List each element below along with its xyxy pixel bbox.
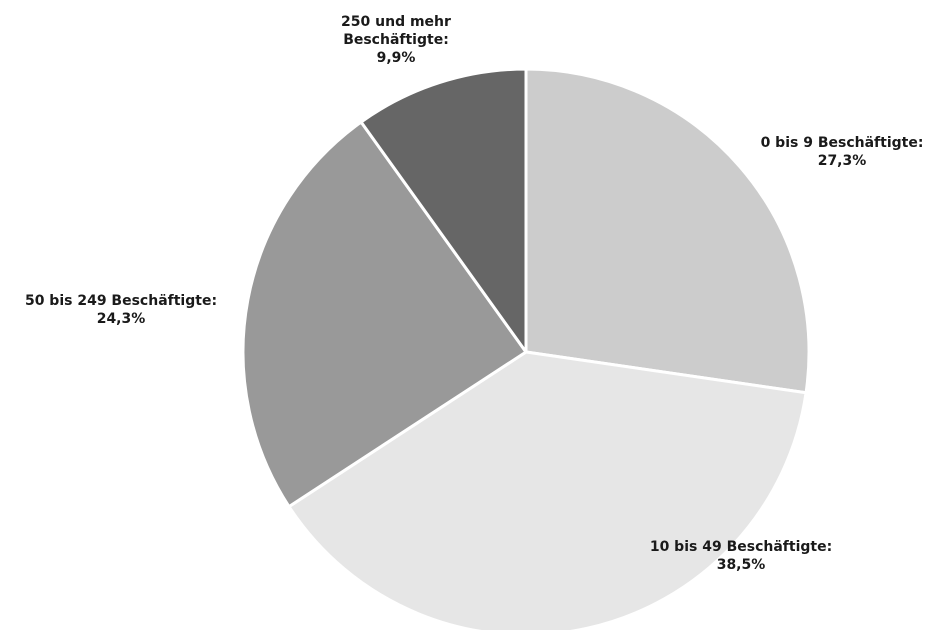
pie-label-line: 50 bis 249 Beschäftigte:: [25, 293, 217, 309]
pie-label-1: 10 bis 49 Beschäftigte: 38,5%: [650, 539, 832, 573]
pie-label-line: Beschäftigte:: [343, 32, 449, 48]
pie-slice-3: [359, 67, 528, 354]
pie-label-0: 0 bis 9 Beschäftigte: 27,3%: [761, 135, 924, 169]
pie-slices: [241, 67, 811, 630]
pie-label-line: 9,9%: [377, 50, 416, 66]
pie-label-line: 24,3%: [97, 311, 146, 327]
pie-label-3: 250 und mehr Beschäftigte: 9,9%: [341, 14, 451, 66]
pie-label-2: 50 bis 249 Beschäftigte: 24,3%: [25, 293, 217, 327]
pie-labels: 0 bis 9 Beschäftigte: 27,3% 10 bis 49 Besc…: [25, 14, 923, 573]
pie-label-line: 0 bis 9 Beschäftigte:: [761, 135, 924, 151]
pie-label-line: 250 und mehr: [341, 14, 451, 30]
pie-label-line: 27,3%: [818, 153, 867, 169]
pie-slice-0: [524, 67, 811, 395]
pie-slice-2: [241, 120, 528, 509]
pie-label-line: 38,5%: [717, 557, 766, 573]
pie-label-line: 10 bis 49 Beschäftigte:: [650, 539, 832, 555]
pie-slice-1: [287, 350, 808, 630]
